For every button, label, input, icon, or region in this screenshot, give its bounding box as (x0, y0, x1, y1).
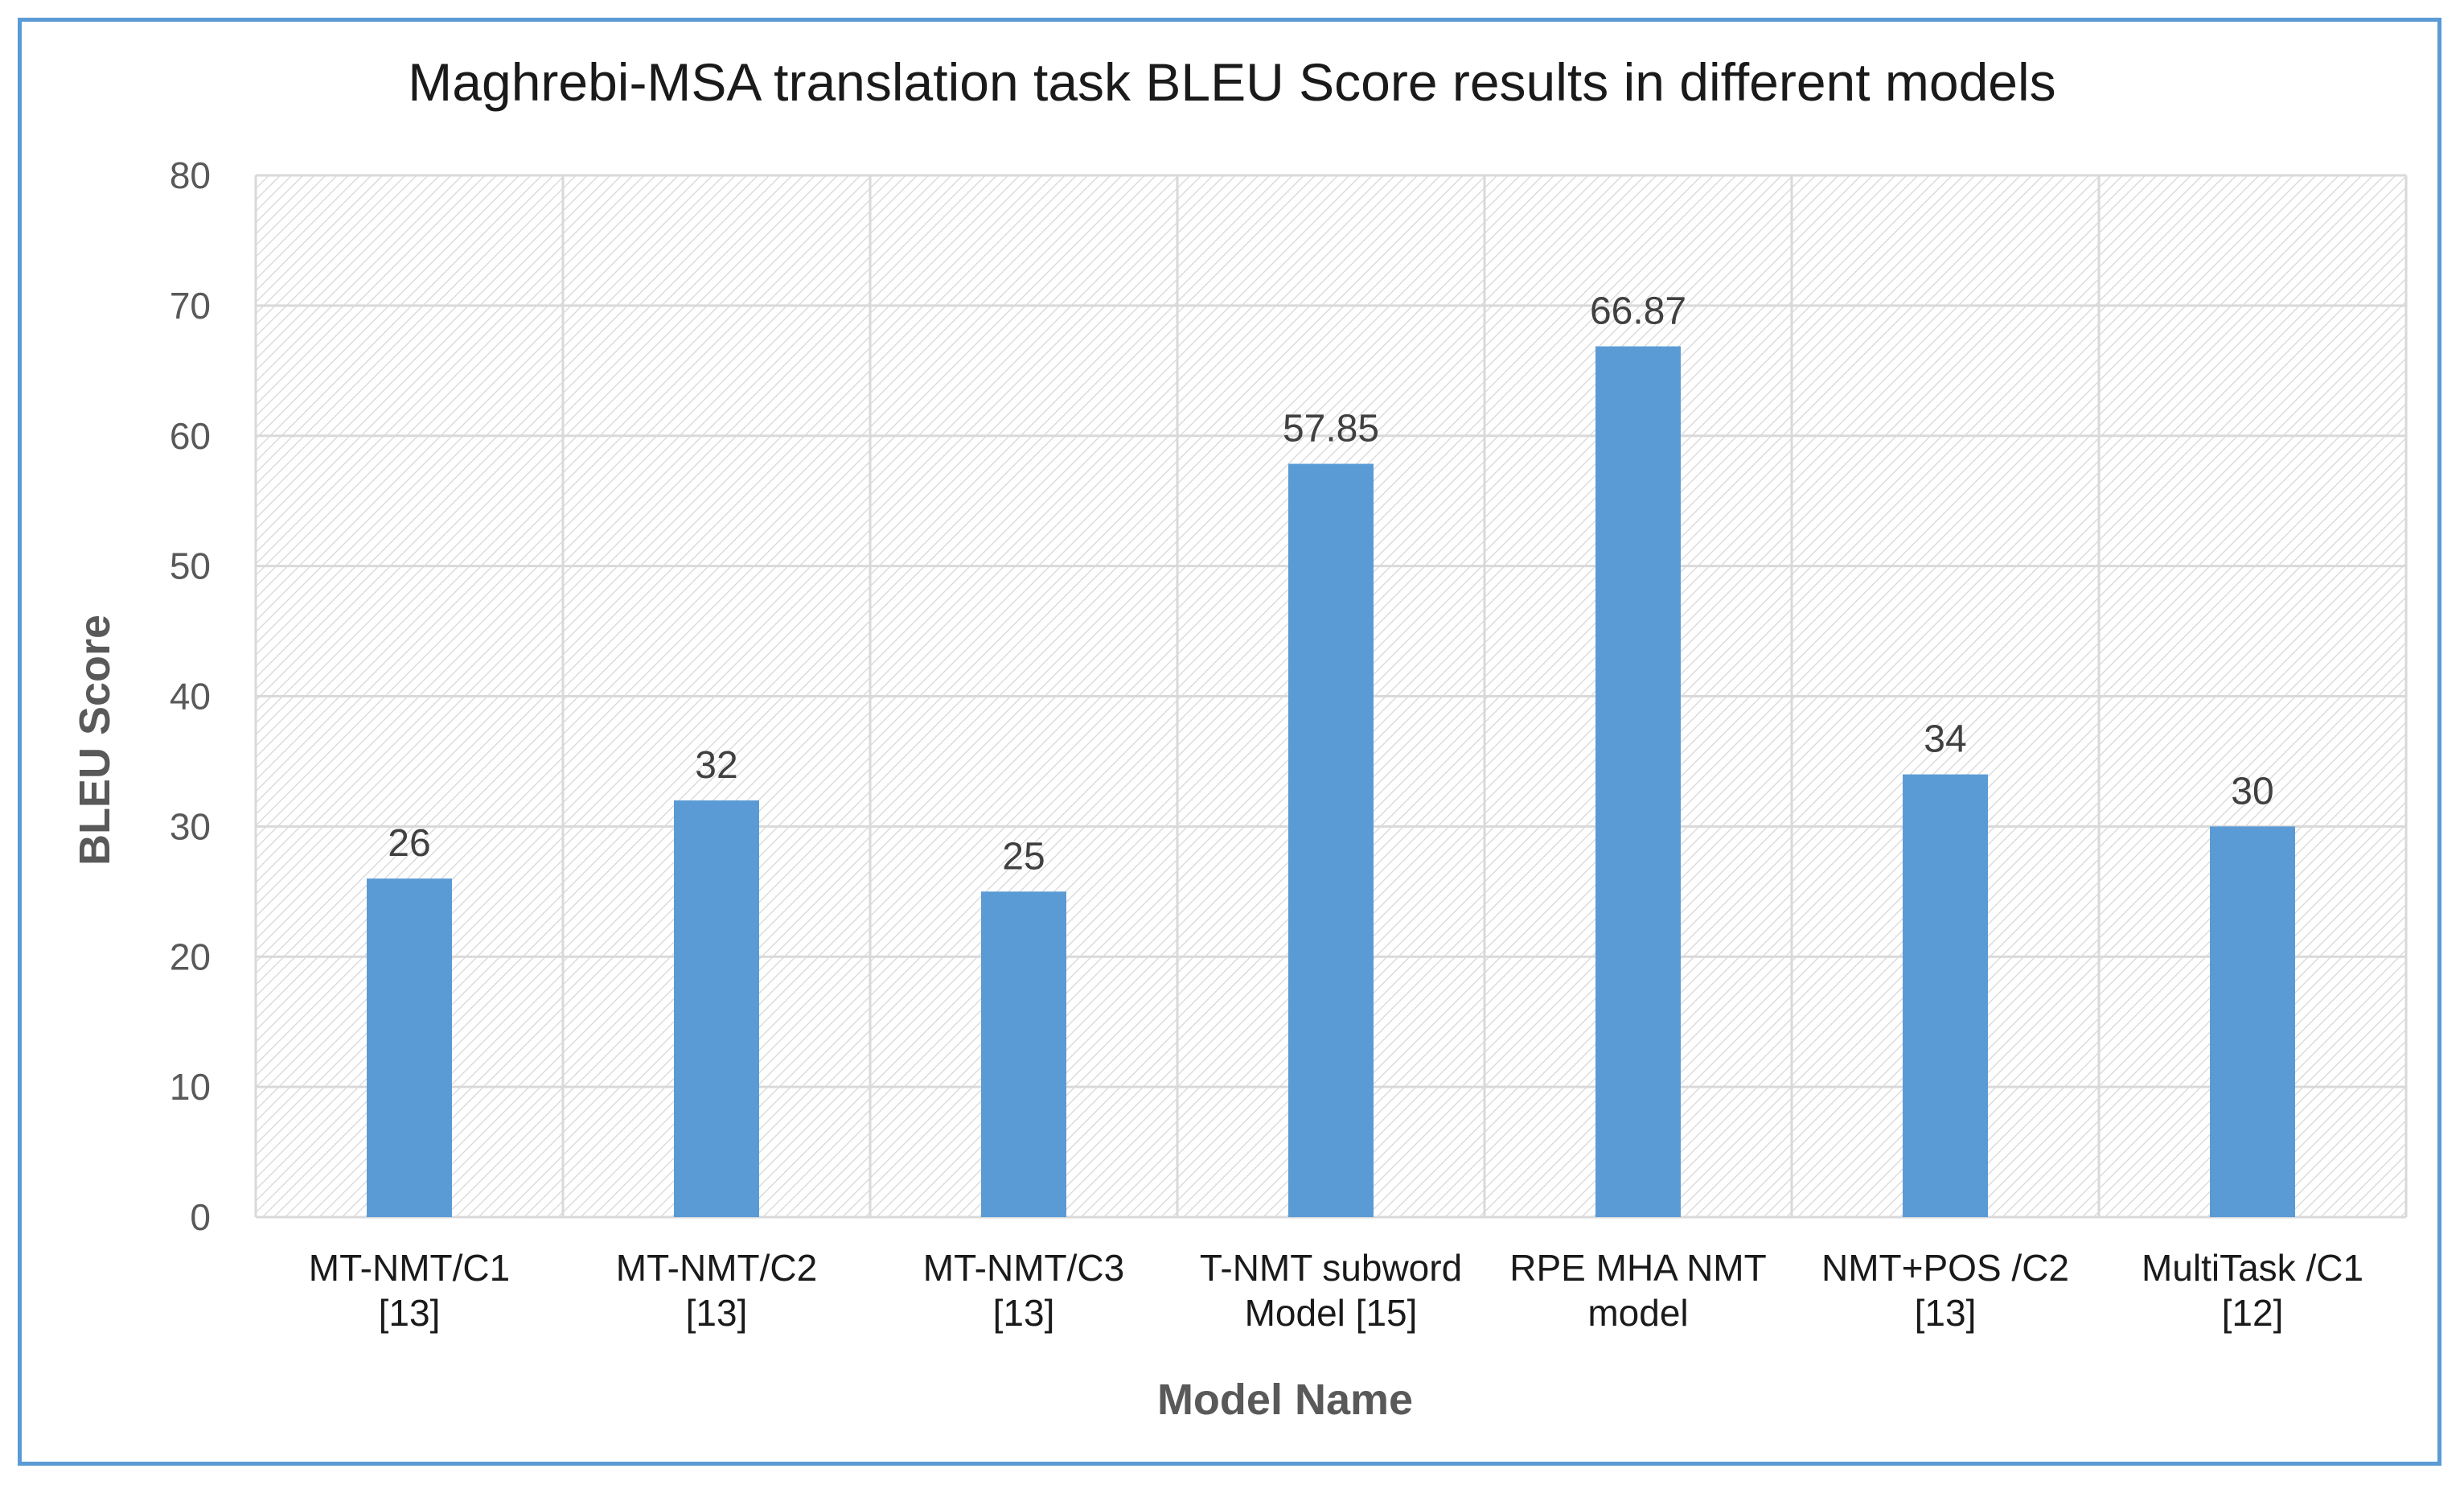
y-tick-label: 80 (170, 154, 211, 196)
x-tick-label: MultiTask /C1 (2142, 1247, 2363, 1289)
x-tick-label: NMT+POS /C2 (1821, 1247, 2069, 1289)
x-tick-label: [13] (686, 1292, 748, 1334)
x-tick-label: [12] (2222, 1292, 2284, 1334)
y-tick-label: 60 (170, 415, 211, 457)
y-tick-label: 10 (170, 1066, 211, 1108)
x-axis-title: Model Name (1157, 1376, 1413, 1424)
y-tick-label: 50 (170, 545, 211, 587)
bar (674, 800, 759, 1217)
bar (981, 891, 1066, 1217)
y-tick-label: 40 (170, 676, 211, 718)
data-label: 32 (695, 744, 737, 787)
data-label: 66.87 (1590, 290, 1686, 333)
x-tick-label: MT-NMT/C2 (616, 1247, 817, 1289)
y-tick-label: 0 (190, 1196, 211, 1238)
x-tick-label: MT-NMT/C3 (923, 1247, 1124, 1289)
x-tick-label: Model [15] (1245, 1292, 1418, 1334)
y-tick-label: 70 (170, 285, 211, 327)
x-tick-label: T-NMT subword (1200, 1247, 1462, 1289)
y-axis-title: BLEU Score (71, 615, 119, 866)
x-tick-label: model (1587, 1292, 1688, 1334)
x-tick-label: [13] (993, 1292, 1055, 1334)
data-label: 34 (1924, 718, 1966, 761)
bar (2210, 826, 2295, 1217)
data-label: 30 (2231, 770, 2273, 812)
y-tick-label: 20 (170, 936, 211, 977)
bar (1288, 463, 1374, 1217)
x-tick-label: MT-NMT/C1 (309, 1247, 510, 1289)
x-tick-label: [13] (1915, 1292, 1977, 1334)
bar (367, 878, 452, 1217)
x-tick-label: RPE MHA NMT (1509, 1247, 1766, 1289)
bar (1903, 774, 1988, 1217)
data-label: 25 (1002, 835, 1045, 878)
y-tick-label: 30 (170, 805, 211, 847)
chart-title: Maghrebi-MSA translation task BLEU Score… (408, 52, 2055, 112)
bar (1595, 346, 1681, 1217)
data-label: 26 (388, 822, 430, 865)
data-label: 57.85 (1283, 408, 1379, 450)
x-tick-label: [13] (379, 1292, 441, 1334)
plot-area: 0102030405060708026MT-NMT/C1[13]32MT-NMT… (170, 154, 2408, 1334)
